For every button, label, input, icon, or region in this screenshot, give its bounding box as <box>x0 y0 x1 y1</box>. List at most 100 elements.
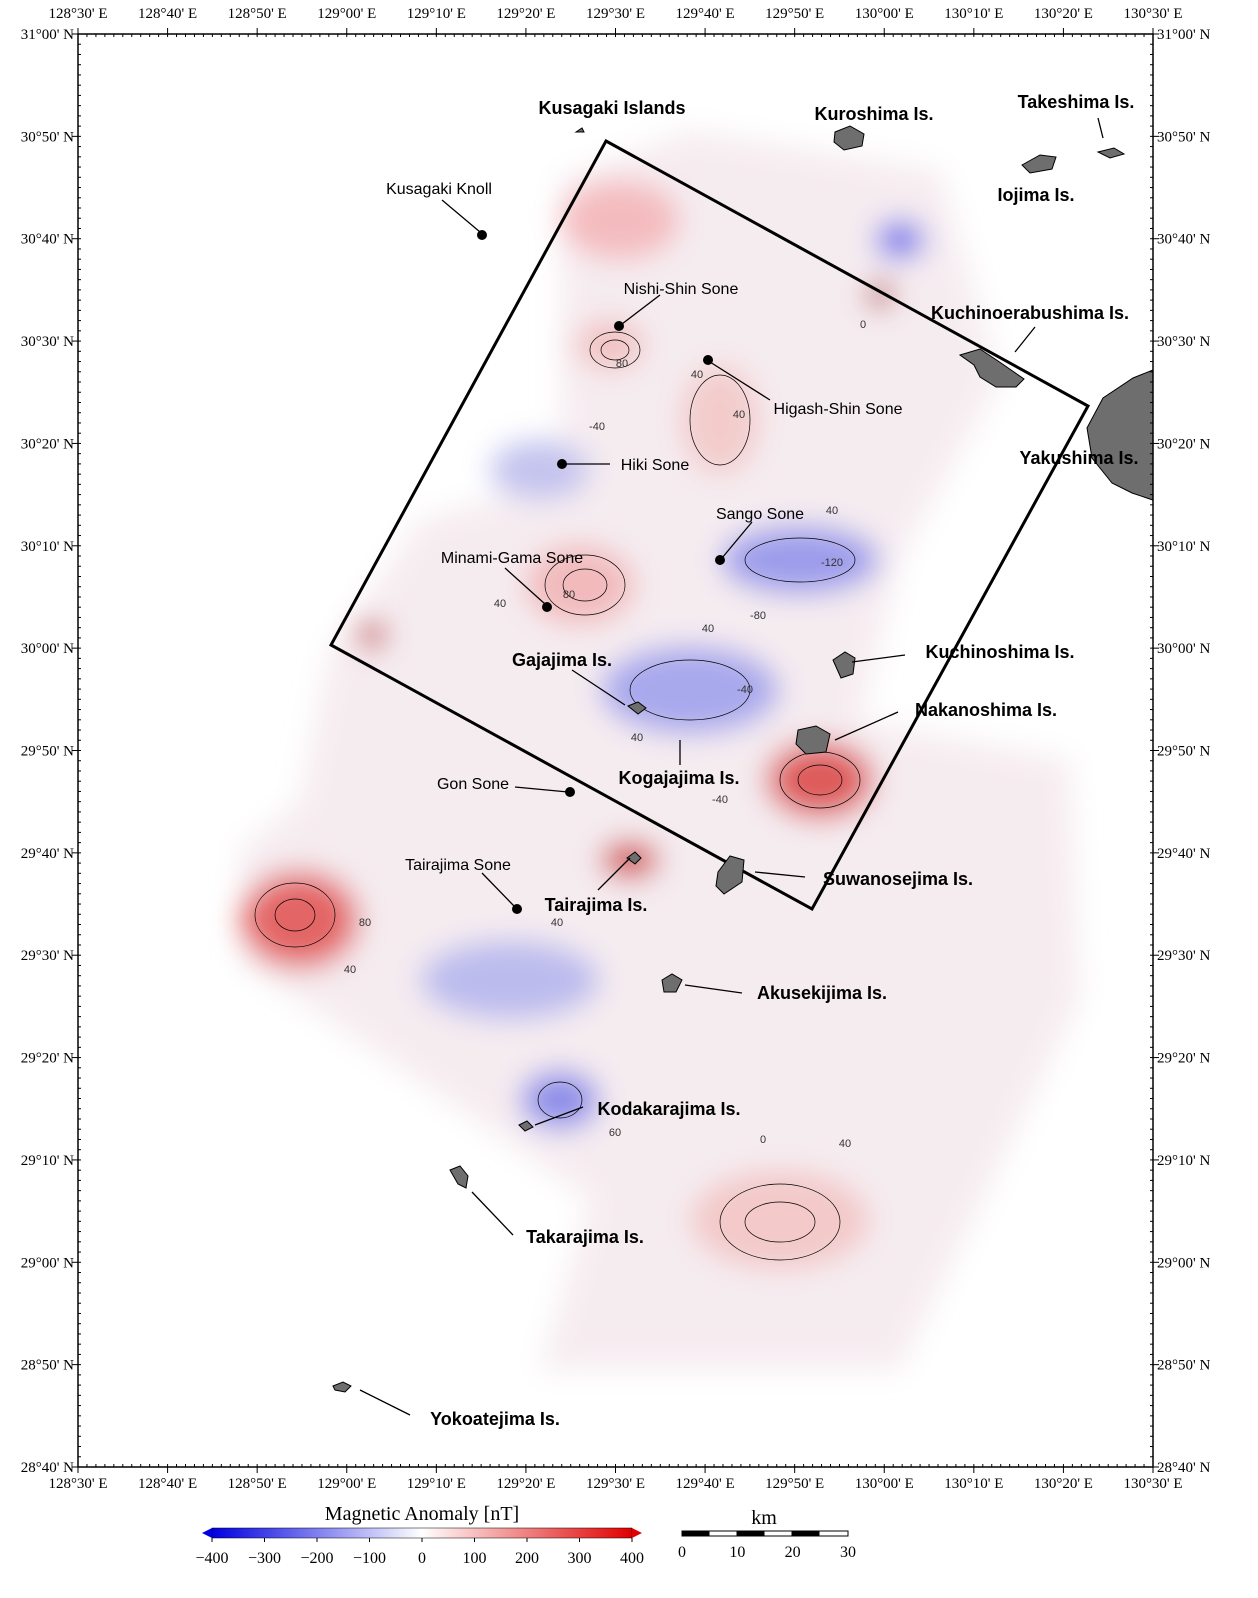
place-label: Nishi-Shin Sone <box>624 281 739 298</box>
contour-label: 40 <box>702 623 714 635</box>
lon-label-bottom: 129°30' E <box>586 1476 645 1492</box>
lat-label-right: 29°30' N <box>1157 948 1210 964</box>
lon-label-bottom: 130°10' E <box>944 1476 1003 1492</box>
place-label: Gajajima Is. <box>512 650 612 670</box>
lon-label-top: 129°00' E <box>317 6 376 22</box>
place-label: Kuroshima Is. <box>814 104 933 124</box>
lat-label-right: 30°00' N <box>1157 641 1210 657</box>
colorbar-tick-label: −100 <box>353 1550 386 1567</box>
contour-label: -40 <box>712 794 728 806</box>
place-label: Sango Sone <box>716 506 804 523</box>
lon-label-bottom: 129°10' E <box>407 1476 466 1492</box>
scale-tick-label: 0 <box>678 1544 686 1561</box>
contour-label: 40 <box>826 505 838 517</box>
place-label: Akusekijima Is. <box>757 983 887 1003</box>
lat-label-left: 29°10' N <box>21 1153 74 1169</box>
colorbar-tick-label: 300 <box>568 1550 592 1567</box>
lon-label-top: 128°50' E <box>228 6 287 22</box>
scale-tick-label: 10 <box>729 1544 745 1561</box>
place-label: Kusagaki Knoll <box>386 181 492 198</box>
contour-label: 40 <box>551 917 563 929</box>
place-label: Nakanoshima Is. <box>915 700 1057 720</box>
colorbar-tick-label: −200 <box>300 1550 333 1567</box>
lat-label-left: 28°40' N <box>21 1460 74 1476</box>
lon-label-top: 130°10' E <box>944 6 1003 22</box>
lat-label-right: 30°20' N <box>1157 436 1210 452</box>
lat-label-right: 31°00' N <box>1157 27 1210 43</box>
contour-label: 0 <box>760 1134 766 1146</box>
place-label: Kusagaki Islands <box>538 98 685 118</box>
lon-label-bottom: 130°20' E <box>1034 1476 1093 1492</box>
contour-label: 80 <box>563 589 575 601</box>
lat-label-right: 30°50' N <box>1157 129 1210 145</box>
contour-label: 40 <box>733 409 745 421</box>
lat-label-left: 29°30' N <box>21 948 74 964</box>
lon-label-top: 129°40' E <box>676 6 735 22</box>
lon-label-bottom: 129°00' E <box>317 1476 376 1492</box>
place-label: Gon Sone <box>437 776 509 793</box>
scale-unit: km <box>751 1507 777 1529</box>
place-label: Iojima Is. <box>997 185 1074 205</box>
contour-label: -80 <box>750 610 766 622</box>
lat-label-right: 29°00' N <box>1157 1255 1210 1271</box>
lon-label-top: 128°30' E <box>48 6 107 22</box>
lat-label-left: 29°50' N <box>21 744 74 760</box>
lat-label-left: 30°00' N <box>21 641 74 657</box>
colorbar-tick-label: 100 <box>463 1550 487 1567</box>
lat-label-left: 30°20' N <box>21 436 74 452</box>
lon-label-bottom: 130°30' E <box>1123 1476 1182 1492</box>
contour-label: 40 <box>691 369 703 381</box>
lat-label-right: 29°20' N <box>1157 1051 1210 1067</box>
place-label: Yakushima Is. <box>1019 448 1138 468</box>
lon-label-top: 128°40' E <box>138 6 197 22</box>
lon-label-top: 130°20' E <box>1034 6 1093 22</box>
contour-label: 80 <box>616 358 628 370</box>
lon-label-top: 130°30' E <box>1123 6 1182 22</box>
colorbar <box>212 1528 632 1538</box>
lat-label-right: 30°10' N <box>1157 539 1210 555</box>
colorbar-title: Magnetic Anomaly [nT] <box>325 1503 519 1525</box>
scale-bar <box>682 1531 848 1536</box>
place-label: Takeshima Is. <box>1018 92 1135 112</box>
lon-label-top: 129°20' E <box>496 6 555 22</box>
contour-label: 40 <box>344 964 356 976</box>
lon-label-bottom: 129°40' E <box>676 1476 735 1492</box>
lat-label-left: 29°00' N <box>21 1255 74 1271</box>
lon-label-bottom: 128°40' E <box>138 1476 197 1492</box>
lon-label-top: 130°00' E <box>855 6 914 22</box>
map-figure: Magnetic Anomaly [nT] km 128°30' E 128°30… <box>0 0 1258 1598</box>
lon-label-top: 129°50' E <box>765 6 824 22</box>
lon-label-bottom: 129°50' E <box>765 1476 824 1492</box>
colorbar-tick-label: 0 <box>418 1550 426 1567</box>
contour-label: 0 <box>860 319 866 331</box>
place-label: Kodakarajima Is. <box>597 1099 740 1119</box>
lat-label-left: 29°20' N <box>21 1051 74 1067</box>
place-label: Minami-Gama Sone <box>441 550 583 567</box>
place-label: Kuchinoshima Is. <box>925 642 1074 662</box>
lon-label-bottom: 128°50' E <box>228 1476 287 1492</box>
lat-label-left: 31°00' N <box>21 27 74 43</box>
colorbar-high <box>632 1528 642 1538</box>
colorbar-tick-label: 200 <box>515 1550 539 1567</box>
contour-label: 60 <box>609 1127 621 1139</box>
lat-label-right: 30°30' N <box>1157 334 1210 350</box>
contour-label: -120 <box>821 557 843 569</box>
page: {"map":{ "lon_labels":["128°30' E","128°… <box>0 0 1258 1598</box>
colorbar-tick-label: −300 <box>248 1550 281 1567</box>
colorbar-low <box>202 1528 212 1538</box>
lat-label-right: 29°10' N <box>1157 1153 1210 1169</box>
place-label: Takarajima Is. <box>526 1227 644 1247</box>
lat-label-right: 30°40' N <box>1157 232 1210 248</box>
contour-label: 80 <box>359 917 371 929</box>
lat-label-right: 29°50' N <box>1157 744 1210 760</box>
lon-label-bottom: 129°20' E <box>496 1476 555 1492</box>
lon-label-top: 129°30' E <box>586 6 645 22</box>
place-label: Hiki Sone <box>621 457 690 474</box>
place-label: Yokoatejima Is. <box>430 1409 560 1429</box>
lat-label-left: 28°50' N <box>21 1358 74 1374</box>
lon-label-bottom: 130°00' E <box>855 1476 914 1492</box>
lat-label-right: 29°40' N <box>1157 846 1210 862</box>
lon-label-bottom: 128°30' E <box>48 1476 107 1492</box>
lat-label-left: 30°50' N <box>21 129 74 145</box>
contour-label: -40 <box>589 421 605 433</box>
